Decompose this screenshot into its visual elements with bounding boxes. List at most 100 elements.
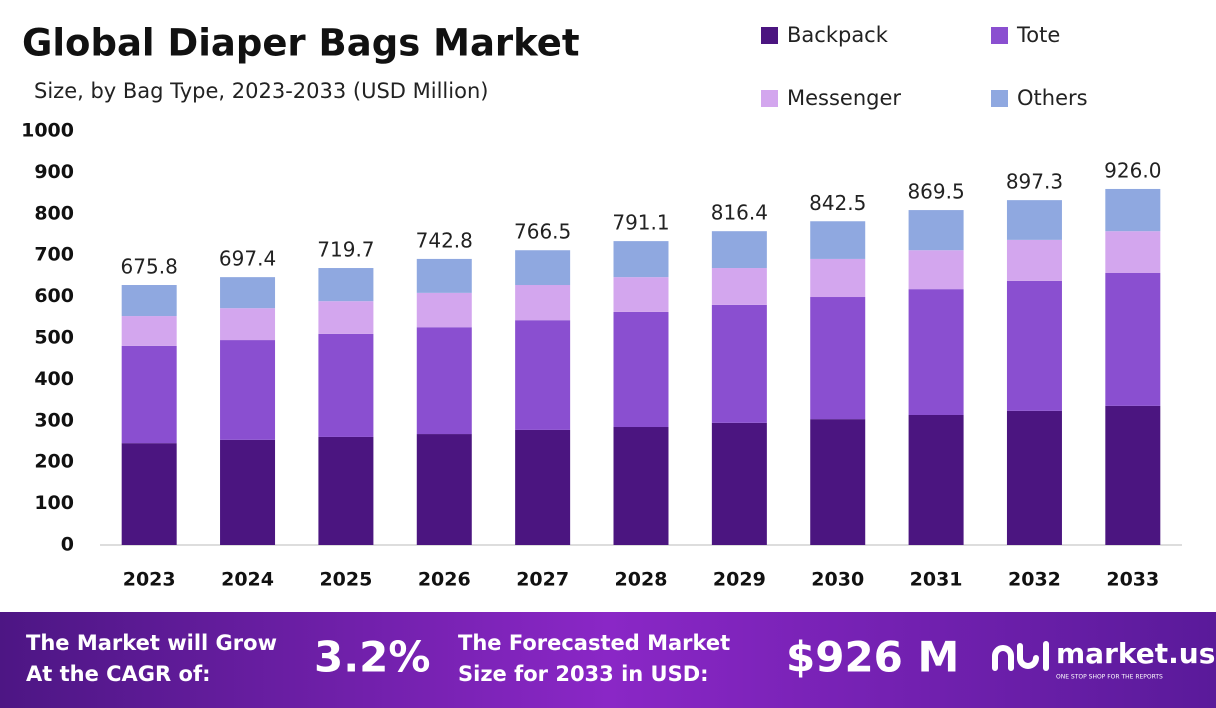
y-tick-label: 700 — [34, 244, 74, 266]
cagr-text: At the CAGR of: — [26, 662, 211, 686]
cagr-text: The Market will Grow — [26, 631, 277, 655]
bar-segment — [613, 427, 669, 545]
legend-swatch — [761, 90, 778, 107]
brand: market.us — [1056, 637, 1215, 670]
legend-swatch — [991, 90, 1008, 107]
logo-icon — [1017, 643, 1039, 669]
bar-segment — [711, 422, 767, 545]
y-tick-label: 600 — [34, 285, 74, 307]
total-label: 897.3 — [1006, 170, 1063, 194]
bar-segment — [121, 443, 177, 545]
bar-segment — [810, 221, 866, 259]
bar-segment — [220, 340, 276, 440]
y-tick-label: 0 — [61, 534, 74, 556]
bar-segment — [810, 419, 866, 545]
total-label: 719.7 — [317, 238, 374, 262]
bar-segment — [1006, 410, 1062, 545]
legend-swatch — [761, 27, 778, 44]
bar-segment — [908, 210, 964, 251]
x-tick-label: 2032 — [1008, 569, 1061, 591]
plot: 0 100 200 300 400 500 600 700 800 900 1000 Backpack… — [21, 23, 1161, 591]
bar-segment — [318, 436, 374, 545]
chart-title: Global Diaper Bags Market — [22, 22, 580, 65]
cagr-value: 3.2% — [314, 633, 430, 682]
legend-swatch — [991, 27, 1008, 44]
legend-label: Messenger — [787, 86, 901, 110]
bar-segment — [1105, 231, 1161, 274]
bar-segment — [908, 250, 964, 290]
x-tick-label: 2031 — [910, 569, 963, 591]
bar-segment — [810, 258, 866, 298]
bar-segment — [908, 415, 964, 545]
y-tick-label: 400 — [34, 368, 74, 390]
total-label: 816.4 — [711, 201, 768, 225]
bar-segment — [515, 250, 571, 286]
x-tick-label: 2023 — [123, 569, 176, 591]
x-tick-label: 2028 — [615, 569, 668, 591]
bar-segment — [515, 429, 571, 545]
y-tick-label: 500 — [34, 327, 74, 349]
x-tick-label: 2026 — [418, 569, 471, 591]
bar-segment — [711, 304, 767, 423]
bar-segment — [416, 292, 472, 328]
x-tick-label: 2029 — [713, 569, 766, 591]
y-tick-label: 1000 — [21, 120, 74, 142]
bar-segment — [515, 320, 571, 430]
y-tick-label: 300 — [34, 409, 74, 431]
bar-segment — [515, 285, 571, 321]
logo-icon — [992, 645, 1014, 671]
bar-segment — [318, 333, 374, 437]
x-tick-label: 2027 — [516, 569, 569, 591]
y-tick-label: 200 — [34, 451, 74, 473]
bar-segment — [1105, 188, 1161, 232]
total-label: 697.4 — [219, 247, 276, 271]
bar-segment — [416, 258, 472, 293]
total-label: 869.5 — [907, 180, 964, 204]
bar-segment — [220, 308, 276, 341]
legend-label: Tote — [1016, 23, 1060, 47]
forecast-text: The Forecasted Market — [458, 631, 730, 655]
total-label: 842.5 — [809, 191, 866, 215]
bar-segment — [1006, 239, 1062, 281]
bar-segment — [416, 327, 472, 435]
bar-segment — [613, 311, 669, 428]
total-label: 742.8 — [416, 228, 473, 252]
bar-segment — [220, 277, 276, 309]
forecast-value: $926 M — [786, 633, 959, 682]
bar-segment — [121, 345, 177, 444]
brand-logo — [992, 641, 1049, 671]
legend-label: Others — [1017, 86, 1088, 110]
chart-subtitle: Size, by Bag Type, 2023-2033 (USD Millio… — [34, 79, 488, 103]
bar-segment — [318, 268, 374, 302]
x-tick-label: 2033 — [1106, 569, 1159, 591]
bar-segment — [1105, 405, 1161, 545]
bar-segment — [613, 277, 669, 312]
bar-segment — [613, 241, 669, 278]
legend-label: Backpack — [787, 23, 889, 47]
bar-segment — [416, 434, 472, 545]
y-tick-label: 100 — [34, 492, 74, 514]
bar-segment — [1006, 200, 1062, 240]
y-tick-label: 900 — [34, 161, 74, 183]
tagline: ONE STOP SHOP FOR THE REPORTS — [1056, 674, 1163, 681]
bar-segment — [908, 289, 964, 416]
x-tick-label: 2024 — [221, 569, 274, 591]
bar-segment — [1105, 273, 1161, 406]
bar-segment — [711, 268, 767, 305]
x-tick-label: 2025 — [319, 569, 372, 591]
x-tick-label: 2030 — [811, 569, 864, 591]
total-label: 766.5 — [514, 220, 571, 244]
total-label: 926.0 — [1104, 158, 1161, 182]
bar-segment — [121, 285, 177, 317]
bar-segment — [318, 301, 374, 334]
bar-segment — [810, 297, 866, 420]
total-label: 791.1 — [612, 211, 669, 235]
bar-segment — [220, 439, 276, 545]
total-label: 675.8 — [121, 255, 178, 279]
bar-segment — [711, 231, 767, 269]
y-tick-label: 800 — [34, 202, 74, 224]
bar-segment — [1006, 280, 1062, 411]
bar-segment — [121, 316, 177, 346]
forecast-text: Size for 2033 in USD: — [458, 662, 709, 686]
